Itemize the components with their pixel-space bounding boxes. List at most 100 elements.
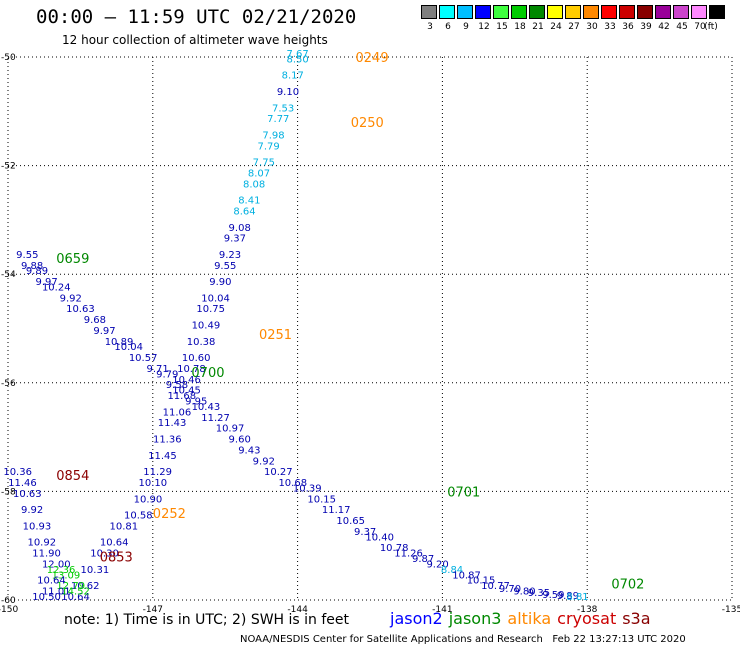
data-point-label: 10.63	[66, 304, 95, 315]
satellite-label: s3a	[622, 609, 651, 628]
data-point-label: 10.46	[172, 375, 201, 386]
y-tick-label: -58	[1, 487, 16, 497]
data-point-label: 10.45	[172, 386, 201, 397]
data-point-label: 10.63	[13, 489, 42, 500]
data-point-label: 14.52	[61, 587, 90, 598]
data-point-label: 8.84	[441, 565, 463, 576]
data-point-label: 11.17	[322, 505, 351, 516]
data-point-label: 10.40	[365, 532, 394, 543]
data-point-label: 10.97	[216, 424, 245, 435]
x-tick-label: -147	[143, 605, 163, 615]
data-point-label: 9.88	[21, 261, 43, 272]
data-point-label: 9.80	[513, 587, 535, 598]
satellite-label: cryosat	[557, 609, 617, 628]
data-point-label: 7.67	[286, 49, 308, 60]
data-point-label: 7.79	[258, 141, 280, 152]
time-label: 0250	[351, 116, 384, 131]
data-point-label: 9.35	[528, 588, 550, 599]
data-point-label: 8.08	[243, 179, 265, 190]
legend-label: 33	[604, 22, 616, 32]
data-point-label: 10.15	[307, 494, 336, 505]
time-label: 0252	[153, 507, 186, 522]
data-point-label: 9.79	[156, 369, 178, 380]
legend-swatch	[421, 5, 437, 19]
legend-label: 70	[694, 22, 706, 32]
data-point-label: 10.60	[182, 353, 211, 364]
data-point-label: 10.65	[336, 516, 365, 527]
data-point-label: 9.59	[542, 590, 564, 601]
legend-label: 12	[478, 22, 490, 32]
data-point-label: 10.39	[293, 483, 322, 494]
legend-swatch	[691, 5, 707, 19]
data-point-label: 10.43	[192, 402, 221, 413]
data-point-label: 10.57	[129, 353, 158, 364]
data-point-label: 13.09	[52, 570, 81, 581]
data-point-label: 11.06	[163, 407, 192, 418]
data-point-label: 9.55	[16, 250, 38, 261]
data-point-label: 9.92	[21, 505, 43, 516]
x-tick-label: -144	[287, 605, 308, 615]
data-point-label: 9.71	[146, 364, 168, 375]
data-point-label: 10.90	[134, 494, 163, 505]
y-tick-label: -56	[1, 379, 16, 389]
legend-label: 18	[514, 22, 526, 32]
data-point-label: 10.81	[110, 521, 139, 532]
data-point-label: 11.27	[201, 413, 230, 424]
legend-swatch	[457, 5, 473, 19]
data-point-label: 9.68	[84, 315, 106, 326]
data-point-label: 9.08	[229, 223, 251, 234]
data-point-label: 9.20	[426, 559, 448, 570]
legend-label: 9	[463, 22, 469, 32]
satellite-label: altika	[507, 609, 552, 628]
data-point-label: 10.10	[138, 478, 167, 489]
legend-swatch	[655, 5, 671, 19]
legend-swatch	[673, 5, 689, 19]
data-point-label: 10.64	[100, 538, 129, 549]
data-point-label: 9.60	[229, 435, 251, 446]
data-point-label: 11.90	[32, 549, 61, 560]
data-point-label: 10.30	[90, 549, 119, 560]
data-point-label: 11.01	[42, 587, 71, 598]
legend-swatch	[547, 5, 563, 19]
data-point-label: 10.89	[105, 337, 134, 348]
legend-label: 27	[568, 22, 580, 32]
data-point-label: 8.17	[282, 71, 304, 82]
legend-swatch	[583, 5, 599, 19]
data-point-label: 10.31	[81, 565, 110, 576]
data-point-label: 10.04	[114, 342, 143, 353]
data-point-label: 9.55	[214, 261, 236, 272]
data-point-label: 8.50	[286, 54, 308, 65]
data-point-label: 10.24	[42, 282, 71, 293]
plot-frame	[7, 56, 733, 601]
data-point-label: 10.92	[27, 538, 56, 549]
data-point-label: 9.23	[219, 250, 241, 261]
data-point-label: 9.92	[253, 456, 275, 467]
page-subtitle: 12 hour collection of altimeter wave hei…	[62, 33, 328, 47]
legend-label: 3	[427, 22, 433, 32]
data-point-label: 9.10	[277, 87, 299, 98]
legend-label: 39	[640, 22, 652, 32]
legend-swatch	[475, 5, 491, 19]
legend-swatch	[511, 5, 527, 19]
data-point-label: 12.36	[47, 565, 76, 576]
y-tick-label: -52	[1, 162, 16, 172]
data-point-label: 7.98	[262, 130, 284, 141]
data-point-label: 7.77	[267, 114, 289, 125]
data-point-label: 10.27	[264, 467, 293, 478]
data-point-label: 8.81	[566, 592, 588, 603]
data-point-label: 8.64	[233, 206, 255, 217]
data-point-label: 10.04	[201, 293, 230, 304]
legend-label: 21	[532, 22, 544, 32]
data-point-label: 11.36	[153, 435, 182, 446]
legend-label: 36	[622, 22, 634, 32]
data-point-label: 12.00	[42, 559, 71, 570]
data-point-label: 9.97	[35, 277, 57, 288]
legend-label: 42	[658, 22, 670, 32]
data-point-label: 11.43	[158, 418, 187, 429]
y-tick-label: -54	[1, 270, 16, 280]
time-label: 0702	[611, 578, 644, 593]
data-point-label: 10.50	[32, 592, 61, 603]
data-point-label: 10.64	[37, 576, 66, 587]
time-label: 0249	[356, 51, 389, 66]
